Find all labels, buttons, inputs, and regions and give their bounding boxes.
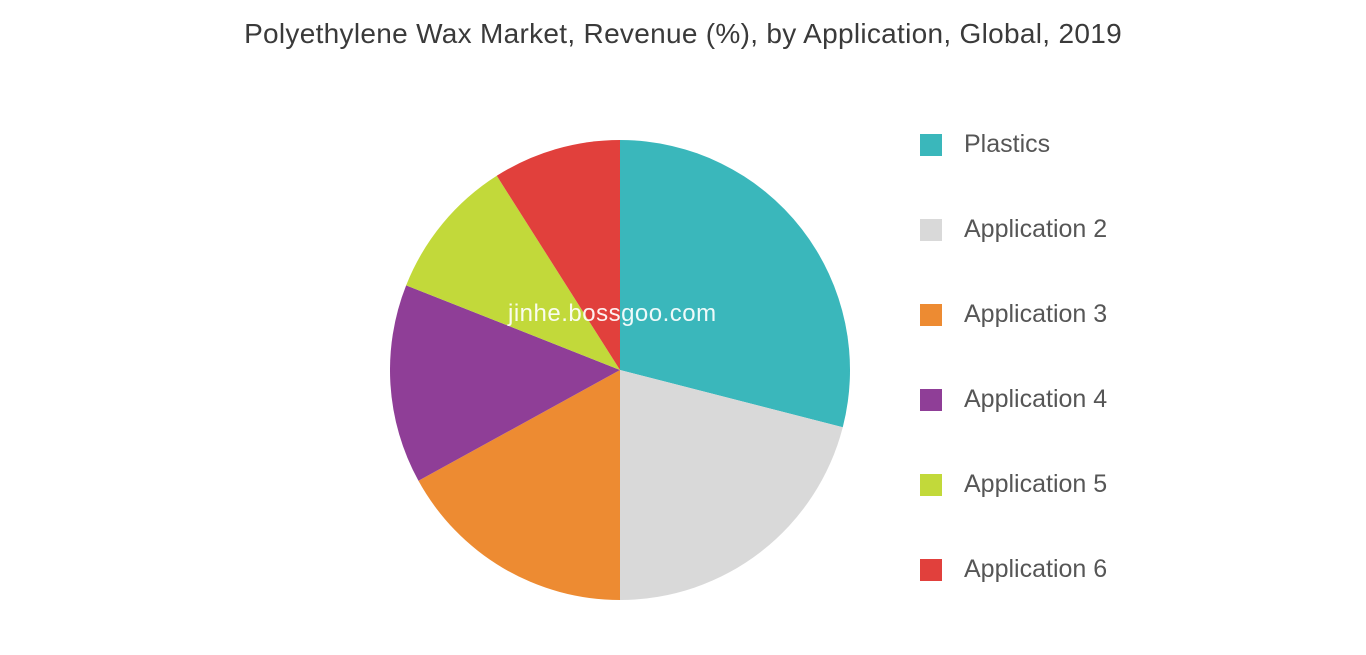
legend-label: Plastics (964, 130, 1050, 159)
legend-item: Application 3 (920, 300, 1107, 329)
legend-swatch (920, 134, 942, 156)
legend-label: Application 6 (964, 555, 1107, 584)
chart-title: Polyethylene Wax Market, Revenue (%), by… (0, 18, 1366, 50)
legend-item: Application 2 (920, 215, 1107, 244)
legend-label: Application 3 (964, 300, 1107, 329)
legend-item: Plastics (920, 130, 1107, 159)
pie-chart (390, 140, 850, 600)
legend-swatch (920, 559, 942, 581)
legend-item: Application 5 (920, 470, 1107, 499)
legend-swatch (920, 304, 942, 326)
legend-label: Application 4 (964, 385, 1107, 414)
legend: Plastics Application 2 Application 3 Applic… (920, 130, 1107, 584)
legend-swatch (920, 474, 942, 496)
legend-item: Application 4 (920, 385, 1107, 414)
legend-label: Application 2 (964, 215, 1107, 244)
legend-swatch (920, 219, 942, 241)
chart-container: Polyethylene Wax Market, Revenue (%), by… (0, 0, 1366, 655)
legend-label: Application 5 (964, 470, 1107, 499)
legend-item: Application 6 (920, 555, 1107, 584)
pie-svg (390, 140, 850, 600)
legend-swatch (920, 389, 942, 411)
